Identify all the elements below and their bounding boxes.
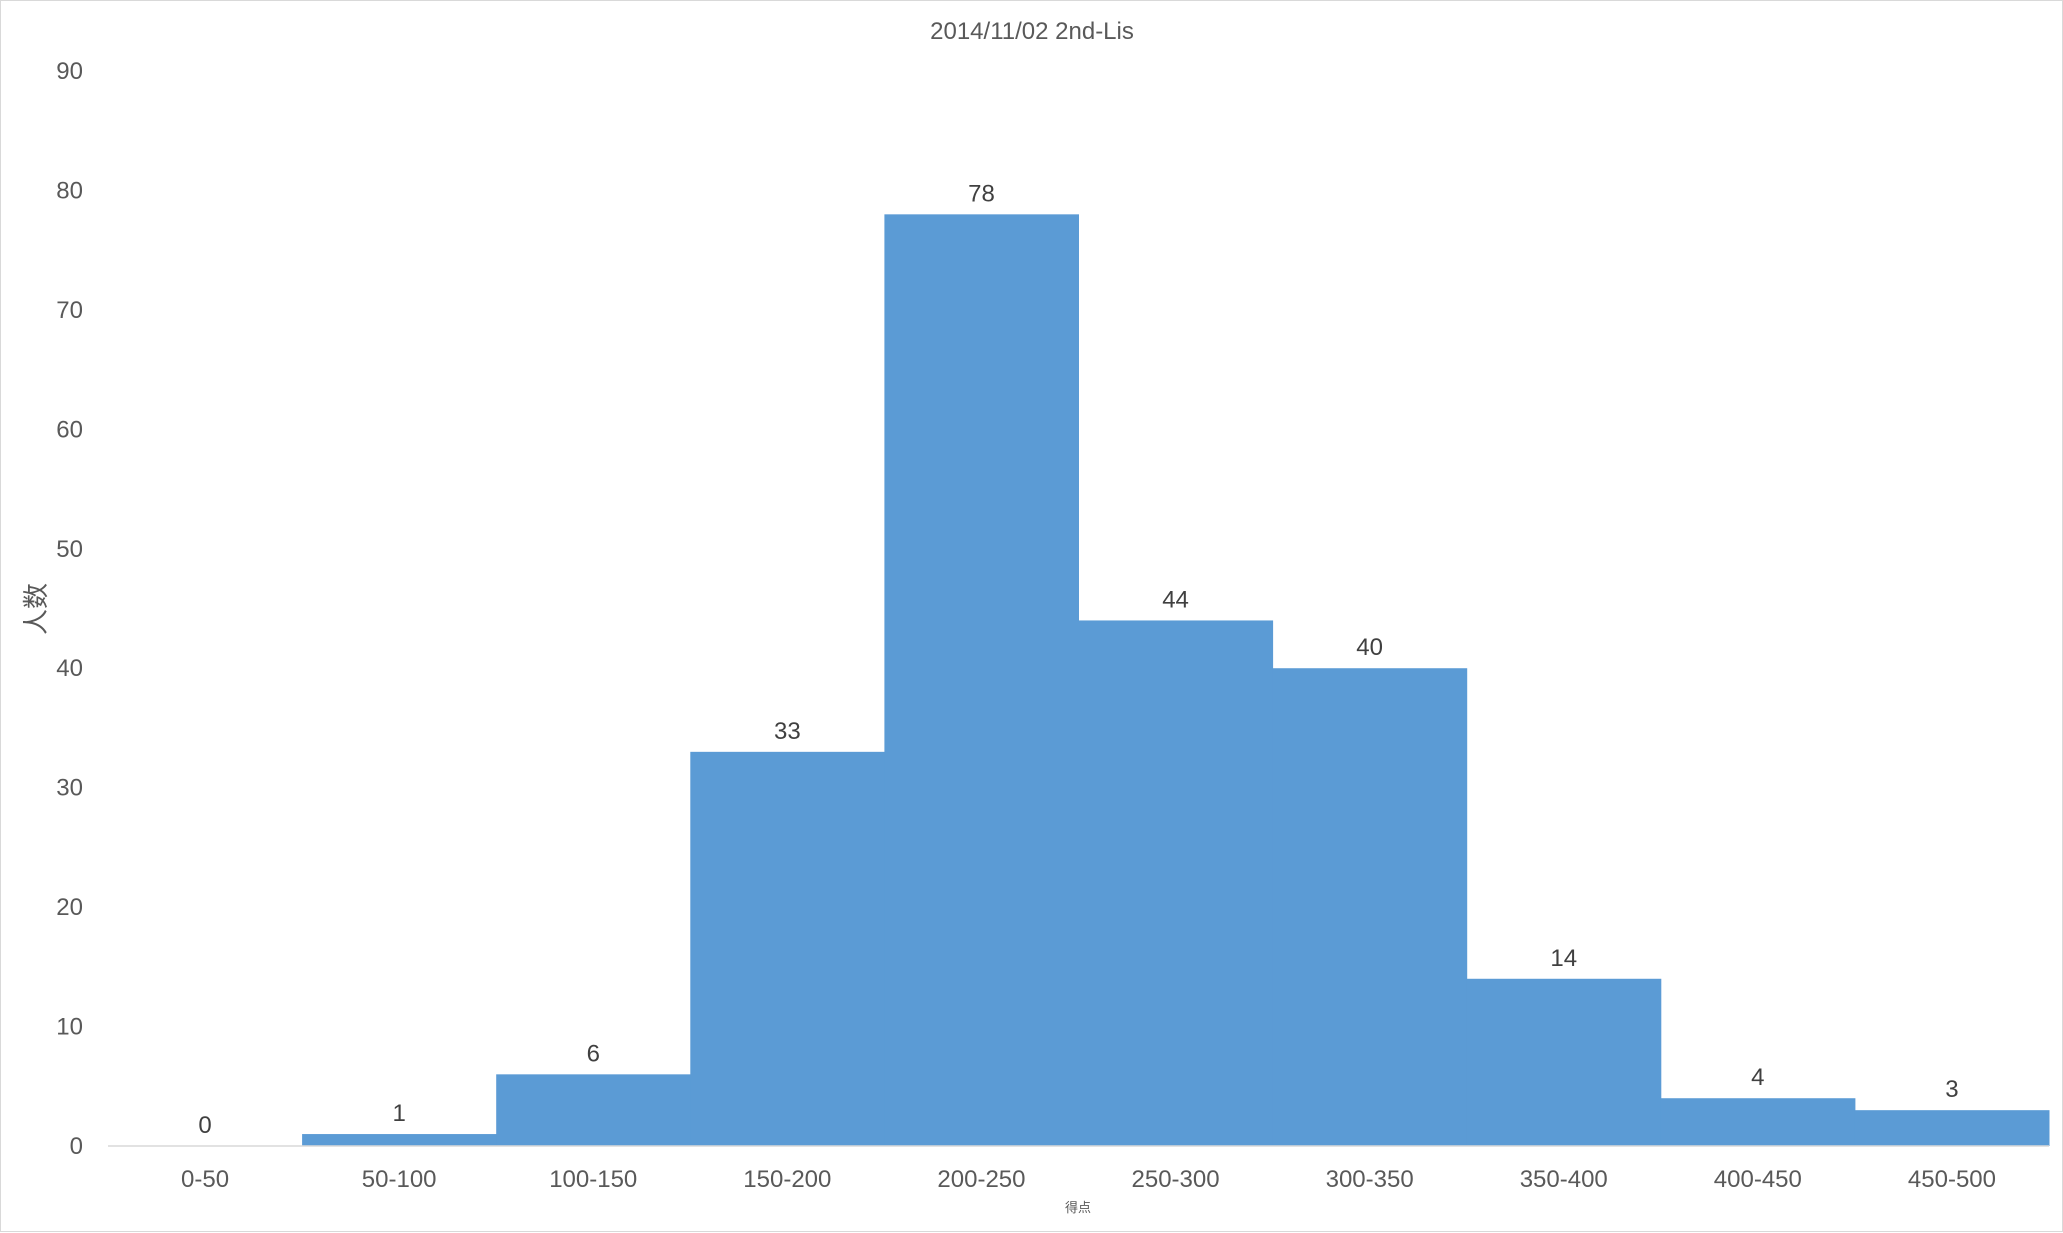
x-tick-label: 250-300 <box>1132 1166 1220 1193</box>
y-tick-label: 90 <box>56 58 83 85</box>
y-tick-label: 70 <box>56 297 83 324</box>
bar <box>1272 668 1468 1146</box>
x-tick-label: 450-500 <box>1908 1166 1996 1193</box>
y-tick-label: 30 <box>56 775 83 802</box>
x-tick-label: 200-250 <box>937 1166 1025 1193</box>
bar <box>1854 1110 2050 1146</box>
chart-title: 2014/11/02 2nd-Lis <box>930 18 1134 45</box>
x-tick-label: 100-150 <box>549 1166 637 1193</box>
bars-group <box>302 214 2050 1147</box>
data-label: 40 <box>1356 634 1383 661</box>
y-tick-label: 0 <box>70 1133 83 1160</box>
bar <box>1660 1098 1856 1146</box>
bar <box>1078 620 1274 1146</box>
data-label: 78 <box>968 180 995 207</box>
y-tick-label: 40 <box>56 655 83 682</box>
x-tick-label: 150-200 <box>743 1166 831 1193</box>
data-label: 33 <box>774 718 801 745</box>
x-tick-label: 350-400 <box>1520 1166 1608 1193</box>
bar <box>302 1134 497 1146</box>
data-label: 44 <box>1162 586 1189 613</box>
data-label: 1 <box>392 1100 405 1127</box>
bar <box>690 751 885 1146</box>
x-tick-label: 300-350 <box>1326 1166 1414 1193</box>
x-axis-ticks: 0-50 50-100 100-150 150-200 200-250 250-300 30… <box>181 1166 1996 1193</box>
x-tick-label: 0-50 <box>181 1166 229 1193</box>
y-tick-label: 20 <box>56 894 83 921</box>
y-axis-title: 人数 <box>22 583 52 635</box>
bar <box>1466 978 1662 1146</box>
x-tick-label: 400-450 <box>1714 1166 1802 1193</box>
data-label: 4 <box>1751 1064 1764 1091</box>
x-tick-label: 50-100 <box>362 1166 437 1193</box>
bar <box>496 1074 691 1146</box>
y-axis-ticks: 0 10 20 30 40 50 60 70 80 90 <box>56 58 83 1160</box>
bar <box>884 214 1079 1147</box>
data-label: 3 <box>1945 1076 1958 1103</box>
y-tick-label: 60 <box>56 416 83 443</box>
y-tick-label: 50 <box>56 536 83 563</box>
data-labels-group: 0 1 6 33 78 44 40 14 4 3 <box>198 180 1958 1139</box>
x-axis-title: 得点 <box>1065 1200 1091 1216</box>
data-label: 0 <box>198 1112 211 1139</box>
y-tick-label: 80 <box>56 177 83 204</box>
y-tick-label: 10 <box>56 1014 83 1041</box>
data-label: 6 <box>587 1040 600 1067</box>
data-label: 14 <box>1550 945 1577 972</box>
